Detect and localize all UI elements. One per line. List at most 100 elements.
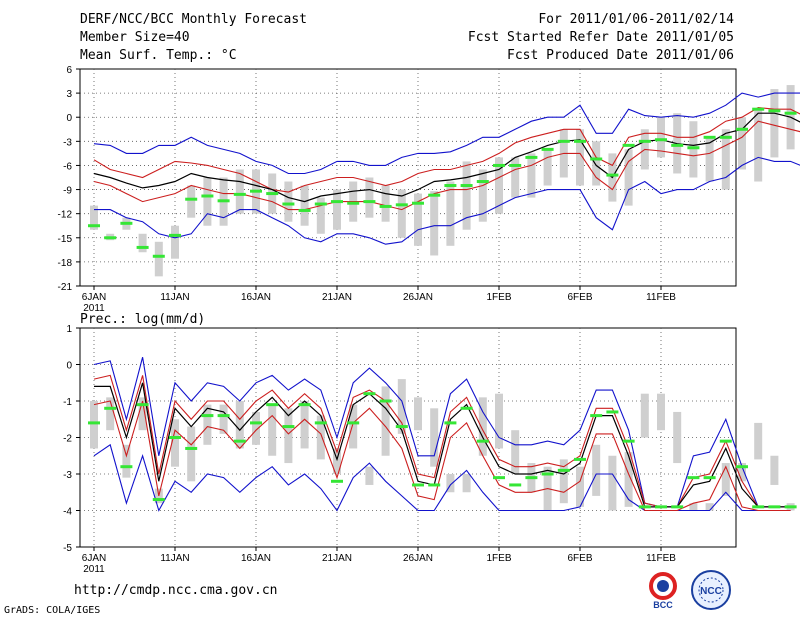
prec-y-tick-label: -5 (63, 543, 72, 554)
prec-y-tick-label: 0 (66, 361, 72, 372)
prec-box (592, 444, 601, 496)
prec-y-tick-label: -2 (63, 434, 72, 445)
prec-box (171, 419, 179, 467)
temp-x-tick-label: 11FEB (646, 292, 676, 303)
temp-x-tick-label: 26JAN (403, 292, 433, 303)
prec-box (219, 404, 228, 434)
prec-box (446, 474, 455, 493)
prec-box (381, 386, 390, 456)
temp-y-tick-label: 6 (66, 65, 72, 76)
forecast-started-date: Fcst Started Refer Date 2011/01/05 (467, 30, 734, 45)
prec-box (349, 404, 358, 449)
prec-box (705, 503, 714, 511)
prec-box (608, 455, 617, 511)
forecast-period: For 2011/01/06-2011/02/14 (538, 12, 734, 27)
prec-inner-upper-line (93, 374, 791, 508)
prec-box (284, 408, 293, 464)
forecast-produced-date: Fcst Produced Date 2011/01/06 (507, 48, 734, 63)
prec-box (203, 404, 212, 445)
prec-box (754, 422, 763, 460)
prec-box (770, 455, 779, 485)
chart-title: DERF/NCC/BCC Monthly Forecast (80, 12, 307, 27)
temp-y-tick-label: -21 (58, 282, 73, 293)
temp-variable-label: Mean Surf. Temp.: °C (80, 48, 237, 63)
temp-box (738, 117, 746, 170)
temp-box (203, 177, 212, 226)
prec-box (430, 408, 439, 467)
prec-x-tick-label: 11FEB (646, 553, 676, 564)
prec-x-tick-label: 11JAN (160, 553, 189, 564)
temp-y-tick-label: -9 (63, 186, 72, 197)
temp-box (171, 225, 179, 259)
prec-box (462, 474, 471, 493)
temp-y-tick-label: 0 (66, 113, 72, 124)
temp-box (478, 169, 487, 222)
temp-plot-frame (79, 68, 737, 287)
prec-box (300, 401, 309, 449)
prec-box (738, 463, 746, 482)
prec-box (478, 397, 487, 456)
temp-y-tick-label: -18 (58, 258, 73, 269)
temp-box (414, 193, 422, 246)
prec-y-tick-label: 1 (66, 324, 72, 335)
temp-outer-lower-line (94, 156, 800, 245)
temp-box (381, 185, 390, 222)
temp-x-tick-label: 16JAN (241, 292, 271, 303)
temp-box (543, 149, 552, 186)
prec-box (624, 452, 633, 507)
prec-box (316, 415, 325, 460)
prec-box (397, 379, 406, 434)
prec-y-tick-label: -4 (63, 507, 72, 518)
prec-box (495, 393, 503, 449)
temp-box (527, 153, 536, 198)
prec-box (640, 393, 649, 438)
prec-x-tick-label: 1FEB (486, 553, 511, 564)
temp-x-year-label: 2011 (83, 303, 105, 314)
temp-box (624, 149, 633, 206)
temp-x-tick-label: 6JAN (82, 292, 106, 303)
temp-box (235, 169, 244, 214)
temp-box (316, 197, 325, 234)
grads-credit: GrADS: COLA/IGES (4, 605, 101, 616)
temp-box (705, 137, 714, 182)
temp-box (770, 89, 779, 158)
temp-x-tick-label: 11JAN (160, 292, 189, 303)
prec-box (414, 397, 422, 431)
temp-y-tick-label: 3 (66, 89, 72, 100)
prec-box (106, 397, 115, 431)
ncc-logo-text: NCC (700, 586, 722, 597)
prec-box (576, 466, 584, 507)
prec-box (252, 411, 260, 445)
temp-box (495, 157, 503, 214)
temp-box (90, 205, 98, 230)
temp-box (462, 161, 471, 230)
temp-box (592, 141, 601, 186)
prec-box (268, 404, 277, 456)
temp-y-tick-label: -3 (63, 137, 72, 148)
prec-x-tick-label: 6JAN (82, 553, 106, 564)
prec-box (90, 401, 98, 449)
temp-box (446, 181, 455, 246)
temp-outer-upper-line (93, 92, 800, 175)
footer-url[interactable]: http://cmdp.ncc.cma.gov.cn (74, 583, 278, 598)
prec-x-tick-label: 21JAN (322, 553, 352, 564)
temp-x-tick-label: 1FEB (486, 292, 511, 303)
temp-box (511, 157, 520, 198)
prec-box (673, 411, 682, 464)
prec-box (333, 448, 341, 474)
precip-variable-label: Prec.: log(mm/d) (80, 312, 206, 327)
temp-box (754, 109, 763, 182)
temp-box (300, 185, 309, 226)
temp-box (138, 233, 147, 253)
prec-box (235, 401, 244, 449)
prec-box (122, 444, 131, 478)
temp-inner-upper-line (93, 107, 800, 193)
prec-box (365, 466, 374, 485)
temp-inner-lower-line (93, 120, 800, 211)
temp-box (154, 241, 163, 277)
prec-box (187, 426, 196, 482)
prec-x-tick-label: 26JAN (403, 553, 433, 564)
bcc-logo: BCC (643, 570, 683, 610)
prec-y-tick-label: -3 (63, 470, 72, 481)
